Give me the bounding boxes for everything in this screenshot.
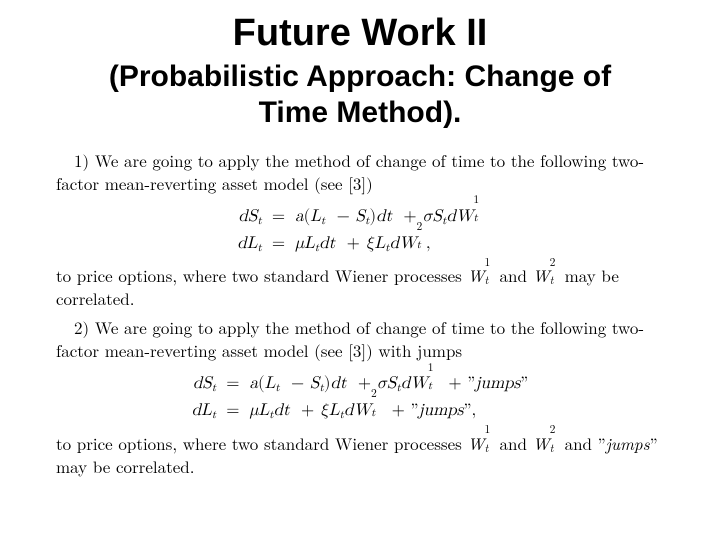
paragraph-2a: 2) We are going to apply the method of c… [56, 316, 664, 362]
title-line-3: Time Method). [30, 96, 690, 131]
paragraph-2b: to price options, where two standard Wie… [56, 432, 664, 478]
paragraph-1b: to price options, where two standard Wie… [56, 264, 664, 310]
equation-block-1: dSt = a(Lt − St)dt + σStdW1t dLt = μLtdt… [56, 203, 664, 257]
equation-block-2: dSt = a(Lt − St)dt + σStdW1t + ”jumps” d… [56, 370, 664, 424]
paragraph-1a: 1) We are going to apply the method of c… [56, 149, 664, 195]
title-line-1: Future Work II [30, 12, 690, 56]
slide: Future Work II (Probabilistic Approach: … [0, 0, 720, 540]
body-content: 1) We are going to apply the method of c… [30, 149, 690, 478]
equation-1-row-1: dSt = a(Lt − St)dt + σStdW1t [232, 203, 487, 230]
equation-2-row-2: dLt = μLtdt + ξLtdW2t + ”jumps”, [187, 397, 534, 424]
title-line-2: (Probabilistic Approach: Change of [30, 60, 690, 95]
equation-2-row-1: dSt = a(Lt − St)dt + σStdW1t + ”jumps” [187, 370, 534, 397]
equation-1-row-2: dLt = μLtdt + ξLtdW2t, [232, 230, 487, 257]
